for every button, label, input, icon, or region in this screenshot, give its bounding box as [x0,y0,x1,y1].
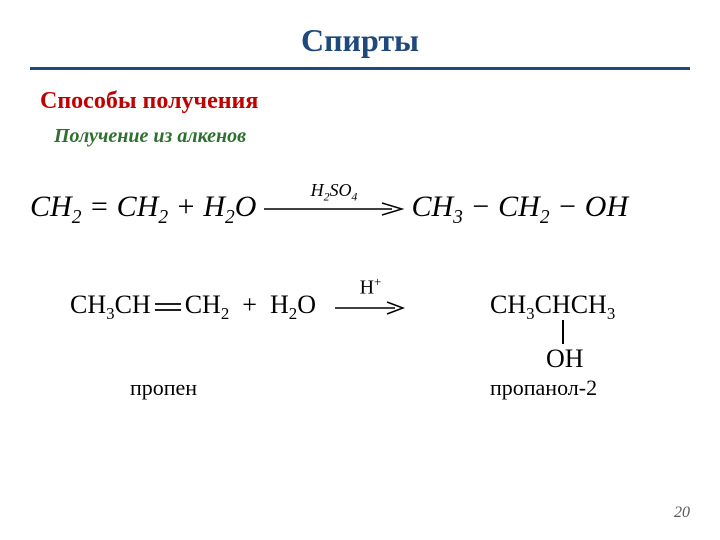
eq1-catalyst: H2SO4 [264,180,404,204]
eq2-lhs-b: CH2 [185,290,230,319]
equation-1: CH2 = CH2 + H2O H2SO4 CH3 − CH2 − OH [30,190,700,229]
title-underline [30,67,690,70]
label-product: пропанол-2 [490,375,597,401]
eq1-arrow: H2SO4 [264,202,404,216]
eq1-lhs: CH2 = CH2 + H2O [30,190,256,223]
eq2-product: CH3CHCH3 OH [490,290,615,324]
eq2-lhs-a: CH3CH [70,290,151,319]
eq2-arrow: H+ [335,292,405,322]
page-title: Спирты [0,0,720,59]
sub-heading: Получение из алкенов [54,125,720,148]
eq1-rhs: CH3 − CH2 − OH [411,190,628,223]
eq2-product-formula: CH3CHCH3 [490,290,615,319]
section-heading: Способы получения [40,88,720,115]
eq2-catalyst: H+ [335,274,405,300]
bond-line-icon [562,320,564,344]
arrow-icon [264,202,404,216]
eq2-plus: + H2O [229,290,316,319]
page-number: 20 [674,504,690,522]
eq2-oh: OH [546,344,584,374]
label-reactant: пропен [130,375,197,401]
arrow-icon [335,301,405,315]
double-bond-icon [153,301,183,313]
